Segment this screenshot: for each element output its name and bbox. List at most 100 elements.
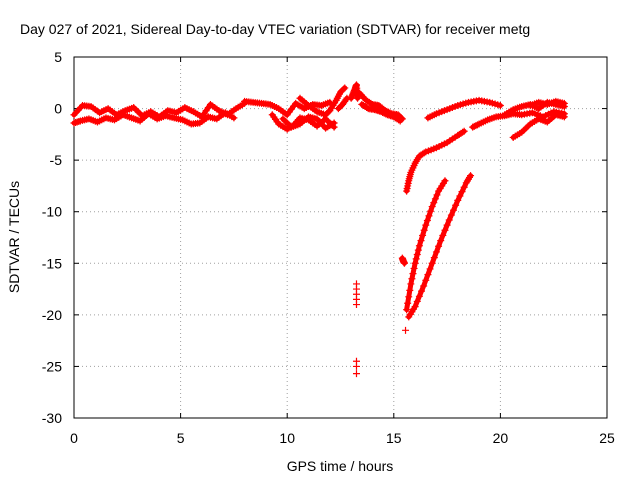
y-tick-label: -25 bbox=[42, 358, 62, 374]
plus-mark bbox=[330, 119, 338, 127]
x-tick-label: 5 bbox=[177, 430, 185, 446]
plus-mark bbox=[420, 226, 428, 234]
plus-mark bbox=[340, 85, 348, 93]
y-tick-label: -15 bbox=[42, 255, 62, 271]
series-recovery-a bbox=[403, 127, 468, 195]
x-tick-label: 15 bbox=[386, 430, 402, 446]
plus-mark bbox=[560, 99, 568, 107]
plus-mark bbox=[454, 196, 462, 204]
plus-mark bbox=[472, 122, 480, 130]
plus-mark bbox=[445, 216, 453, 224]
plus-mark bbox=[412, 255, 420, 263]
plus-mark bbox=[443, 221, 451, 229]
y-tick-label: -5 bbox=[50, 152, 63, 168]
plus-mark bbox=[403, 306, 411, 314]
plus-mark bbox=[413, 251, 421, 259]
series-recovery-c bbox=[405, 172, 475, 321]
series-outliers-1320-a bbox=[352, 280, 360, 309]
plus-mark bbox=[415, 292, 423, 300]
plus-mark bbox=[470, 122, 478, 130]
plus-mark bbox=[380, 109, 388, 117]
plus-mark bbox=[467, 172, 475, 180]
plus-mark bbox=[560, 113, 568, 121]
plus-mark bbox=[417, 237, 425, 245]
plus-mark bbox=[427, 207, 435, 215]
plus-mark bbox=[405, 293, 413, 301]
plus-mark bbox=[424, 271, 432, 279]
x-tick-labels: 0 5 10 15 20 25 bbox=[70, 430, 615, 446]
plus-mark bbox=[422, 276, 430, 284]
plus-mark bbox=[377, 108, 385, 116]
plus-mark bbox=[407, 280, 415, 288]
plus-mark bbox=[441, 226, 449, 234]
plus-mark bbox=[413, 297, 421, 305]
plus-mark bbox=[437, 237, 445, 245]
plus-mark bbox=[439, 231, 447, 239]
plus-mark bbox=[441, 177, 449, 185]
plus-mark bbox=[431, 195, 439, 203]
plus-mark bbox=[342, 96, 350, 104]
plus-mark bbox=[460, 127, 468, 135]
chart-title: Day 027 of 2021, Sidereal Day-to-day VTE… bbox=[20, 21, 530, 37]
series-arc-rise bbox=[296, 84, 349, 119]
plus-mark bbox=[425, 212, 433, 220]
plus-mark bbox=[423, 216, 431, 224]
plus-mark bbox=[402, 326, 410, 334]
series-evening-d bbox=[509, 111, 568, 141]
y-tick-label: -20 bbox=[42, 307, 62, 323]
y-tick-label: 0 bbox=[54, 101, 62, 117]
y-tick-label: -10 bbox=[42, 204, 62, 220]
x-tick-label: 0 bbox=[70, 430, 78, 446]
plus-mark bbox=[496, 101, 504, 109]
x-tick-label: 20 bbox=[493, 430, 509, 446]
series-outliers-1320-b bbox=[352, 357, 360, 378]
y-tick-label: 5 bbox=[54, 49, 62, 65]
plus-mark bbox=[409, 270, 417, 278]
plus-mark bbox=[422, 221, 430, 229]
plus-mark bbox=[395, 116, 403, 124]
plus-mark bbox=[408, 275, 416, 283]
series-hump-mid bbox=[279, 113, 338, 132]
y-axis-title: SDTVAR / TECUs bbox=[6, 181, 22, 293]
y-tick-labels: 5 0 -5 -10 -15 -20 -25 -30 bbox=[42, 49, 62, 426]
plus-mark bbox=[433, 191, 441, 199]
plus-mark bbox=[435, 242, 443, 250]
plus-mark bbox=[411, 303, 419, 311]
plus-mark bbox=[363, 104, 371, 112]
plus-mark bbox=[396, 117, 404, 125]
plus-mark bbox=[411, 259, 419, 267]
plus-mark bbox=[419, 231, 427, 239]
plus-mark bbox=[379, 108, 387, 116]
plus-mark bbox=[352, 301, 360, 309]
plus-mark bbox=[414, 246, 422, 254]
plus-mark bbox=[325, 108, 333, 116]
plot-frame bbox=[73, 56, 608, 419]
plus-mark bbox=[354, 94, 362, 102]
plus-mark bbox=[415, 242, 423, 250]
plus-mark bbox=[432, 248, 440, 256]
series-evening-e bbox=[526, 97, 568, 109]
plus-mark bbox=[456, 192, 464, 200]
plus-mark bbox=[420, 149, 428, 157]
plus-mark bbox=[404, 299, 412, 307]
plus-mark bbox=[352, 370, 360, 378]
plus-mark bbox=[428, 259, 436, 267]
plus-mark bbox=[420, 282, 428, 290]
plus-mark bbox=[430, 199, 438, 207]
x-tick-label: 10 bbox=[279, 430, 295, 446]
x-tick-label: 25 bbox=[599, 430, 615, 446]
plus-mark bbox=[430, 254, 438, 262]
plus-mark bbox=[382, 110, 390, 118]
plus-mark bbox=[428, 203, 436, 211]
plus-mark bbox=[418, 287, 426, 295]
plus-mark bbox=[452, 201, 460, 209]
data-points bbox=[70, 81, 568, 378]
series-peak-1308 bbox=[347, 81, 362, 102]
plus-mark bbox=[230, 114, 238, 122]
plus-mark bbox=[410, 264, 418, 272]
plus-mark bbox=[469, 123, 477, 131]
series-band-early-b bbox=[70, 109, 238, 128]
plus-mark bbox=[400, 259, 408, 267]
series-recovery-b bbox=[403, 177, 449, 314]
